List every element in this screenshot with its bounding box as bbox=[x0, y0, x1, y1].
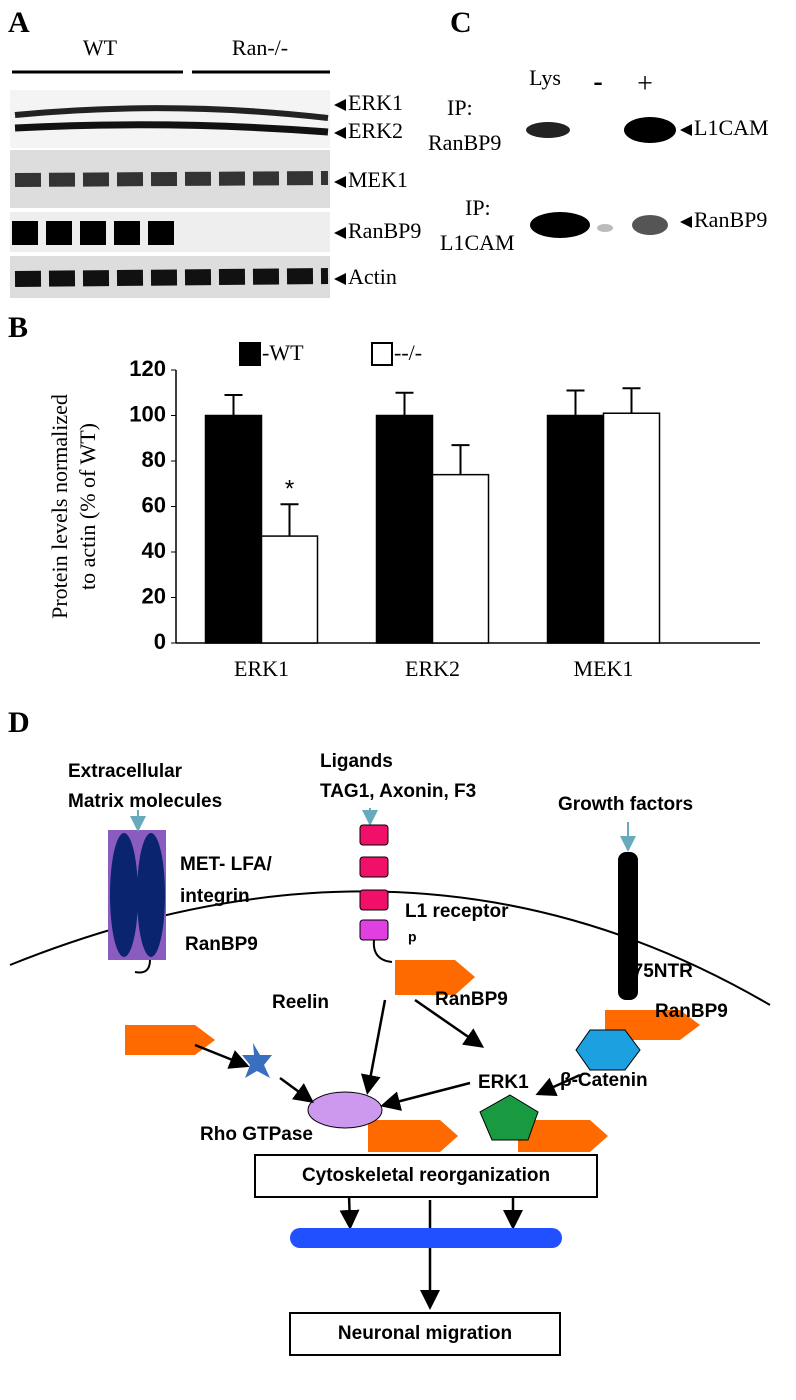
band-labels: ERK1 ERK2 MEK1 RanBP9 Actin bbox=[334, 90, 421, 289]
label: Rho GTPase bbox=[200, 1124, 313, 1145]
y-axis-label: to actin (% of WT) bbox=[75, 423, 100, 590]
label: ERK1 bbox=[478, 1072, 529, 1093]
significance: * bbox=[285, 476, 294, 503]
label: Neuronal migration bbox=[338, 1323, 512, 1344]
legend-swatch bbox=[371, 342, 393, 366]
ip-label: RanBP9 bbox=[428, 130, 501, 155]
bar bbox=[602, 412, 661, 644]
y-tick-label: 40 bbox=[142, 538, 166, 563]
label: integrin bbox=[180, 886, 250, 907]
ip-label: IP: bbox=[465, 195, 491, 220]
y-tick-label: 0 bbox=[154, 629, 166, 654]
panel-label: A bbox=[8, 6, 30, 39]
label: Growth factors bbox=[558, 794, 693, 815]
label: Extracellular bbox=[68, 761, 183, 782]
band-label: Actin bbox=[348, 264, 397, 289]
band-label: ERK1 bbox=[348, 90, 403, 115]
y-tick-label: 120 bbox=[129, 356, 166, 381]
label: P75NTR bbox=[620, 961, 693, 982]
blot bbox=[10, 90, 330, 298]
panel-label: C bbox=[450, 6, 472, 39]
ip-label: IP: bbox=[447, 95, 473, 120]
legend-label: --/- bbox=[394, 340, 422, 365]
x-tick-label: ERK2 bbox=[405, 656, 460, 681]
panel-label: B bbox=[8, 311, 28, 344]
y-axis-label: Protein levels normalized bbox=[47, 394, 72, 619]
bar bbox=[260, 535, 319, 644]
y-tick-label: 80 bbox=[142, 447, 166, 472]
label: Reelin bbox=[272, 992, 329, 1013]
x-tick-label: ERK1 bbox=[234, 656, 289, 681]
group-label: Ran-/- bbox=[232, 35, 288, 60]
label: RanBP9 bbox=[655, 1001, 728, 1022]
bar bbox=[546, 414, 605, 644]
label: RanBP9 bbox=[185, 934, 258, 955]
lane-label: - bbox=[593, 66, 602, 97]
lane-label: + bbox=[637, 68, 653, 99]
legend-label: -WT bbox=[262, 340, 304, 365]
x-tick-label: MEK1 bbox=[574, 656, 634, 681]
band-label: ERK2 bbox=[348, 118, 403, 143]
label: TAG1, Axonin, F3 bbox=[320, 781, 476, 802]
y-tick-label: 20 bbox=[142, 583, 166, 608]
label: MET- LFA/ bbox=[180, 854, 273, 875]
y-tick-label: 100 bbox=[129, 401, 166, 426]
bar-chart: 0 20 40 60 80 100 120 Protein levels normalized… bbox=[47, 340, 760, 681]
label: Ligands bbox=[320, 751, 393, 772]
panel-label: D bbox=[8, 706, 30, 739]
label: RanBP9 bbox=[435, 989, 508, 1010]
blot-label: RanBP9 bbox=[694, 207, 767, 232]
group-label: WT bbox=[83, 35, 118, 60]
bar bbox=[431, 473, 490, 644]
label: p bbox=[408, 929, 417, 945]
lane-label: Lys bbox=[529, 65, 561, 90]
label: β-Catenin bbox=[560, 1070, 648, 1091]
label: Cytoskeletal reorganization bbox=[302, 1165, 550, 1186]
y-tick-label: 60 bbox=[142, 492, 166, 517]
diagram-shapes bbox=[9, 808, 771, 1356]
label: L1 receptor bbox=[405, 901, 509, 922]
ip-label: L1CAM bbox=[440, 230, 515, 255]
bar bbox=[375, 414, 434, 644]
blot-label: L1CAM bbox=[694, 115, 769, 140]
bar bbox=[204, 414, 263, 644]
legend-swatch bbox=[239, 342, 261, 366]
label: Matrix molecules bbox=[68, 791, 222, 812]
band-label: MEK1 bbox=[348, 167, 408, 192]
band-label: RanBP9 bbox=[348, 218, 421, 243]
panel-c: Lys - + IP: RanBP9 IP: L1CAM L1CAM RanBP… bbox=[428, 65, 769, 255]
diagram-labels: Extracellular Matrix molecules Ligands T… bbox=[68, 751, 728, 1344]
